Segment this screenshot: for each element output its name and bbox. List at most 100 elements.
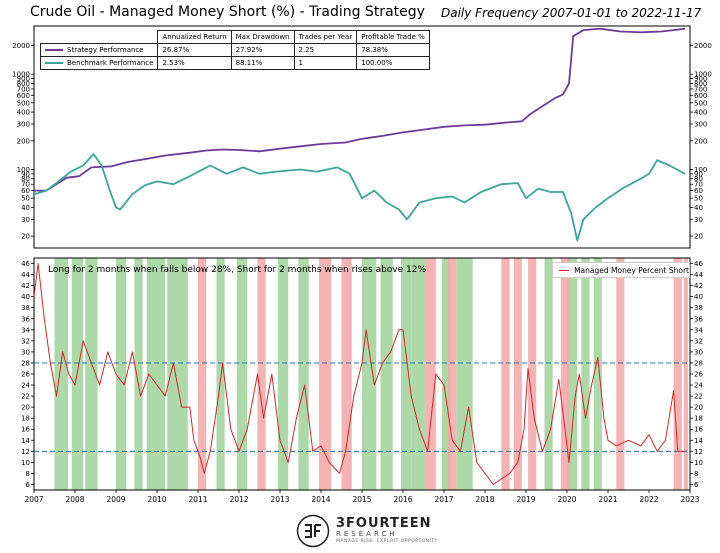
long-period-band [146, 258, 166, 490]
stats-header-blank [41, 31, 158, 44]
y-tick-label: 300 [694, 120, 707, 128]
long-period-band [456, 258, 473, 490]
short-period-band [673, 258, 682, 490]
x-tick-label: 2011 [188, 495, 207, 504]
y-tick-label: 90 [694, 170, 703, 178]
x-tick-label: 2021 [598, 495, 617, 504]
stats-row-strategy: Strategy Performance 26.87% 27.92% 2.25 … [39, 43, 430, 57]
y-tick-label: 14 [694, 437, 703, 445]
short-period-band [318, 258, 332, 490]
y-tick-label: 200 [17, 137, 30, 145]
long-period-band [411, 258, 426, 490]
stats-row-label: Benchmark Performance [39, 56, 159, 70]
stats-header-row: Annualized Return Max Drawdown Trades pe… [41, 30, 430, 44]
y-tick-label: 500 [694, 99, 707, 107]
long-period-band [236, 258, 248, 490]
y-tick-label: 46 [21, 260, 30, 268]
x-tick-label: 2007 [24, 495, 43, 504]
y-tick-label: 24 [694, 382, 703, 390]
y-tick-label: 30 [694, 348, 703, 356]
long-period-band [441, 258, 451, 490]
short-period-band [198, 258, 207, 490]
stats-row-label: Strategy Performance [39, 43, 159, 57]
y-tick-label: 22 [694, 393, 703, 401]
y-tick-label: 70 [21, 181, 30, 189]
y-tick-label: 34 [694, 326, 703, 334]
long-period-band [544, 258, 553, 490]
y-tick-label: 20 [21, 404, 30, 412]
percent-short-legend: Managed Money Percent Short [552, 262, 690, 278]
y-tick-label: 6 [26, 481, 31, 489]
series-line-strategy-performance [34, 27, 686, 192]
stats-header: Profitable Trade % [356, 30, 430, 44]
logo-mark-icon [296, 514, 330, 548]
date-range: Daily Frequency 2007-01-01 to 2022-11-17 [441, 6, 702, 20]
y-tick-label: 2000 [694, 42, 712, 50]
short-period-band [560, 258, 570, 490]
x-tick-label: 2019 [516, 495, 535, 504]
y-tick-label: 700 [17, 85, 30, 93]
short-period-band [528, 258, 537, 490]
logo-sub: RESEARCH [336, 530, 398, 539]
stats-cell: 2.25 [293, 43, 358, 57]
y-tick-label: 80 [21, 175, 30, 183]
y-tick-label: 26 [21, 371, 30, 379]
y-tick-label: 10 [694, 459, 703, 467]
y-tick-label: 60 [21, 187, 30, 195]
y-tick-label: 38 [21, 304, 30, 312]
stats-header: Trades per Year [293, 30, 358, 44]
long-period-band [567, 258, 578, 490]
logo-name: 3FOURTEEN [336, 516, 432, 532]
y-tick-label: 20 [694, 233, 703, 241]
y-tick-label: 34 [21, 326, 30, 334]
long-period-band [581, 258, 590, 490]
y-tick-label: 800 [17, 80, 30, 88]
y-tick-label: 100 [17, 166, 30, 174]
y-tick-label: 700 [694, 85, 707, 93]
strategy-annotation: Long for 2 months when falls below 28%, … [48, 265, 427, 275]
y-tick-label: 18 [694, 415, 703, 423]
y-tick-label: 40 [21, 204, 30, 212]
short-period-band [616, 258, 625, 490]
long-period-band [298, 258, 309, 490]
x-tick-label: 2015 [352, 495, 371, 504]
strategy-swatch [45, 49, 63, 51]
y-tick-label: 40 [694, 293, 703, 301]
y-tick-label: 16 [21, 426, 30, 434]
y-tick-label: 300 [17, 120, 30, 128]
y-tick-label: 32 [21, 337, 30, 345]
short-period-band [341, 258, 352, 490]
y-tick-label: 22 [21, 393, 30, 401]
short-period-band [425, 258, 436, 490]
long-period-band [134, 258, 143, 490]
stats-cell: 26.87% [157, 43, 232, 57]
y-tick-label: 50 [694, 195, 703, 203]
y-tick-label: 70 [694, 181, 703, 189]
y-tick-label: 8 [26, 470, 30, 478]
y-tick-label: 600 [17, 92, 30, 100]
long-period-band [362, 258, 377, 490]
stats-cell: 78.38% [356, 43, 430, 57]
y-tick-label: 36 [694, 315, 703, 323]
x-tick-label: 2014 [311, 495, 330, 504]
short-period-band [448, 258, 457, 490]
y-tick-label: 24 [21, 382, 30, 390]
y-tick-label: 36 [21, 315, 30, 323]
x-tick-label: 2010 [147, 495, 166, 504]
y-tick-label: 600 [694, 92, 707, 100]
strategy-label: Strategy Performance [67, 46, 144, 54]
long-period-band [400, 258, 412, 490]
y-tick-label: 32 [694, 337, 703, 345]
stats-header: Annualized Return [157, 30, 232, 44]
long-period-band [277, 258, 289, 490]
y-tick-label: 42 [21, 282, 30, 290]
y-tick-label: 1000 [12, 71, 30, 79]
y-tick-label: 44 [694, 271, 703, 279]
y-tick-label: 900 [694, 75, 707, 83]
y-tick-label: 10 [21, 459, 30, 467]
short-period-band [683, 258, 688, 490]
stats-row-benchmark: Benchmark Performance 2.53% 88.11% 1 100… [39, 56, 430, 70]
y-tick-label: 30 [694, 216, 703, 224]
